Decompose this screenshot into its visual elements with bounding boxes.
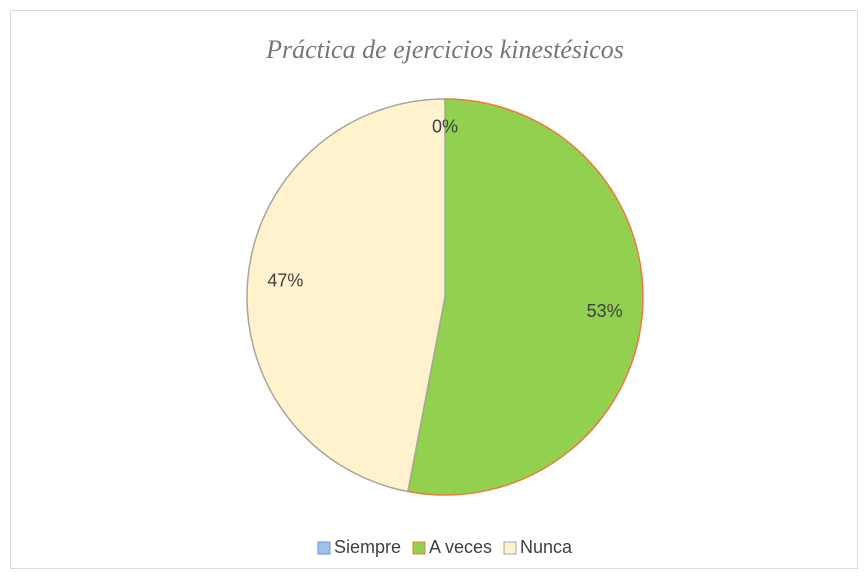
legend-swatch [317, 541, 331, 555]
data-label: 47% [267, 271, 303, 291]
legend-swatch [503, 541, 517, 555]
pie-slice [246, 98, 446, 493]
legend-label: Nunca [520, 537, 573, 557]
legend-label: A veces [429, 537, 492, 557]
data-label: 0% [432, 116, 458, 136]
chart-title: Práctica de ejercicios kinestésicos [265, 35, 624, 64]
legend-swatch [412, 541, 426, 555]
legend-label: Siempre [334, 537, 401, 557]
data-label: 53% [587, 301, 623, 321]
pie-slice [407, 98, 644, 496]
